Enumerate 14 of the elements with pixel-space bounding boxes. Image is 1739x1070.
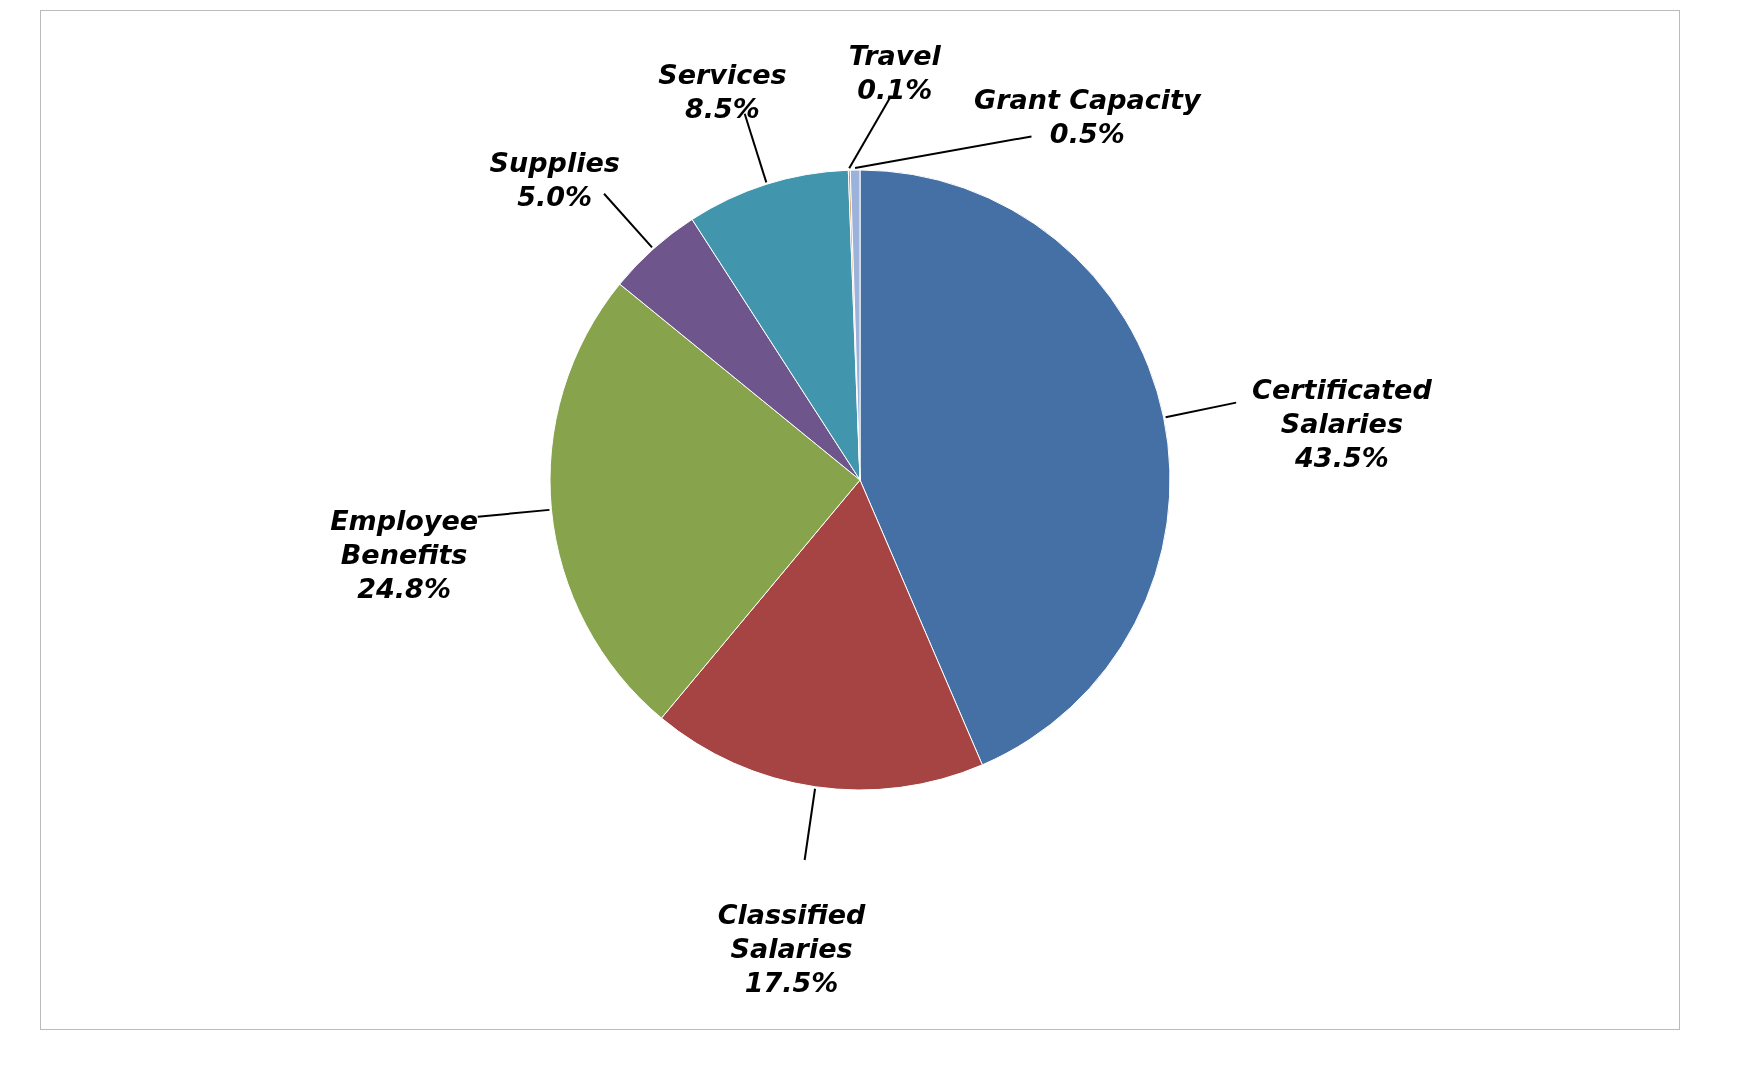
data-label: 17.5% bbox=[744, 967, 839, 999]
data-label: 0.5% bbox=[1049, 117, 1125, 149]
slice-label: Grant Capacity bbox=[974, 83, 1202, 115]
data-label: 8.5% bbox=[685, 92, 760, 124]
slice-label: Supplies bbox=[489, 146, 620, 178]
data-label: 24.8% bbox=[357, 573, 451, 605]
slice-label: Travel bbox=[848, 40, 942, 72]
slice-label: Classified Salaries bbox=[717, 899, 866, 965]
slice-label: Employee Benefits bbox=[330, 505, 479, 571]
slice-label: Services bbox=[658, 58, 787, 90]
slice-label: Certificated Salaries bbox=[1252, 374, 1433, 440]
data-label: 0.1% bbox=[857, 74, 933, 106]
data-label: 43.5% bbox=[1294, 442, 1389, 474]
data-label: 5.0% bbox=[517, 180, 593, 212]
